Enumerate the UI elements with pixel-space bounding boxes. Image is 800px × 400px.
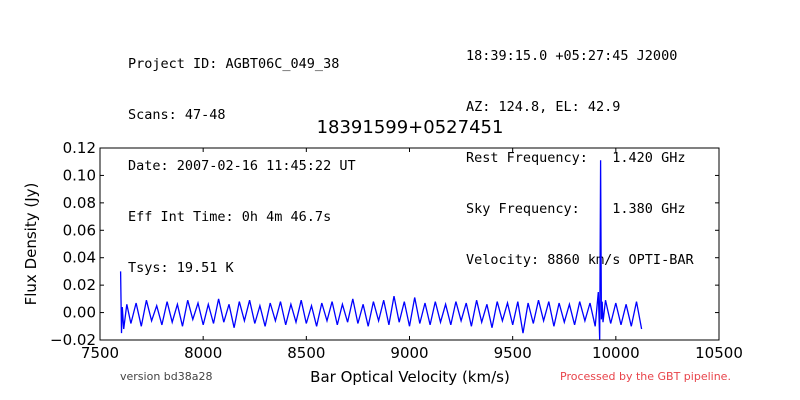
x-tick-label: 8000	[184, 344, 222, 362]
observation-info-left: Project ID: AGBT06C_049_38 Scans: 47-48 …	[128, 22, 356, 294]
x-tick-label: 9000	[390, 344, 428, 362]
x-tick-label: 7500	[81, 344, 119, 362]
sky-frequency-text: Sky Frequency: 1.380 GHz	[466, 201, 686, 217]
x-tick-label: 10000	[592, 344, 640, 362]
y-tick-label: 0.04	[63, 249, 96, 267]
version-label: version bd38a28	[120, 370, 213, 383]
y-tick-label: 0.02	[63, 276, 96, 294]
y-tick-label: −0.02	[50, 331, 96, 349]
project-id-text: Project ID: AGBT06C_049_38	[128, 56, 340, 72]
x-tick-label: 10500	[695, 344, 743, 362]
velocity-text: Velocity: 8860 km/s OPTI-BAR	[466, 252, 694, 268]
x-axis-label: Bar Optical Velocity (km/s)	[310, 368, 510, 386]
y-tick-label: 0.06	[63, 221, 96, 239]
az-el-text: AZ: 124.8, EL: 42.9	[466, 99, 621, 115]
x-tick-label: 8500	[287, 344, 325, 362]
processed-by-label: Processed by the GBT pipeline.	[560, 370, 731, 383]
rest-frequency-text: Rest Frequency: 1.420 GHz	[466, 150, 686, 166]
y-tick-label: 0.12	[63, 139, 96, 157]
eff-int-time-text: Eff Int Time: 0h 4m 46.7s	[128, 209, 332, 225]
y-tick-label: 0.00	[63, 304, 96, 322]
observation-info-right: 18:39:15.0 +05:27:45 J2000 AZ: 124.8, EL…	[466, 14, 694, 286]
y-axis-label: Flux Density (Jy)	[22, 183, 40, 306]
spectrum-line-series-0	[119, 160, 643, 341]
x-tick-label: 9500	[494, 344, 532, 362]
y-tick-label: 0.10	[63, 166, 96, 184]
chart-title: 18391599+0527451	[317, 117, 504, 138]
coordinates-text: 18:39:15.0 +05:27:45 J2000	[466, 48, 678, 64]
scans-text: Scans: 47-48	[128, 107, 226, 123]
date-text: Date: 2007-02-16 11:45:22 UT	[128, 158, 356, 174]
y-tick-label: 0.08	[63, 194, 96, 212]
plot-frame	[99, 147, 720, 341]
tsys-text: Tsys: 19.51 K	[128, 260, 234, 276]
